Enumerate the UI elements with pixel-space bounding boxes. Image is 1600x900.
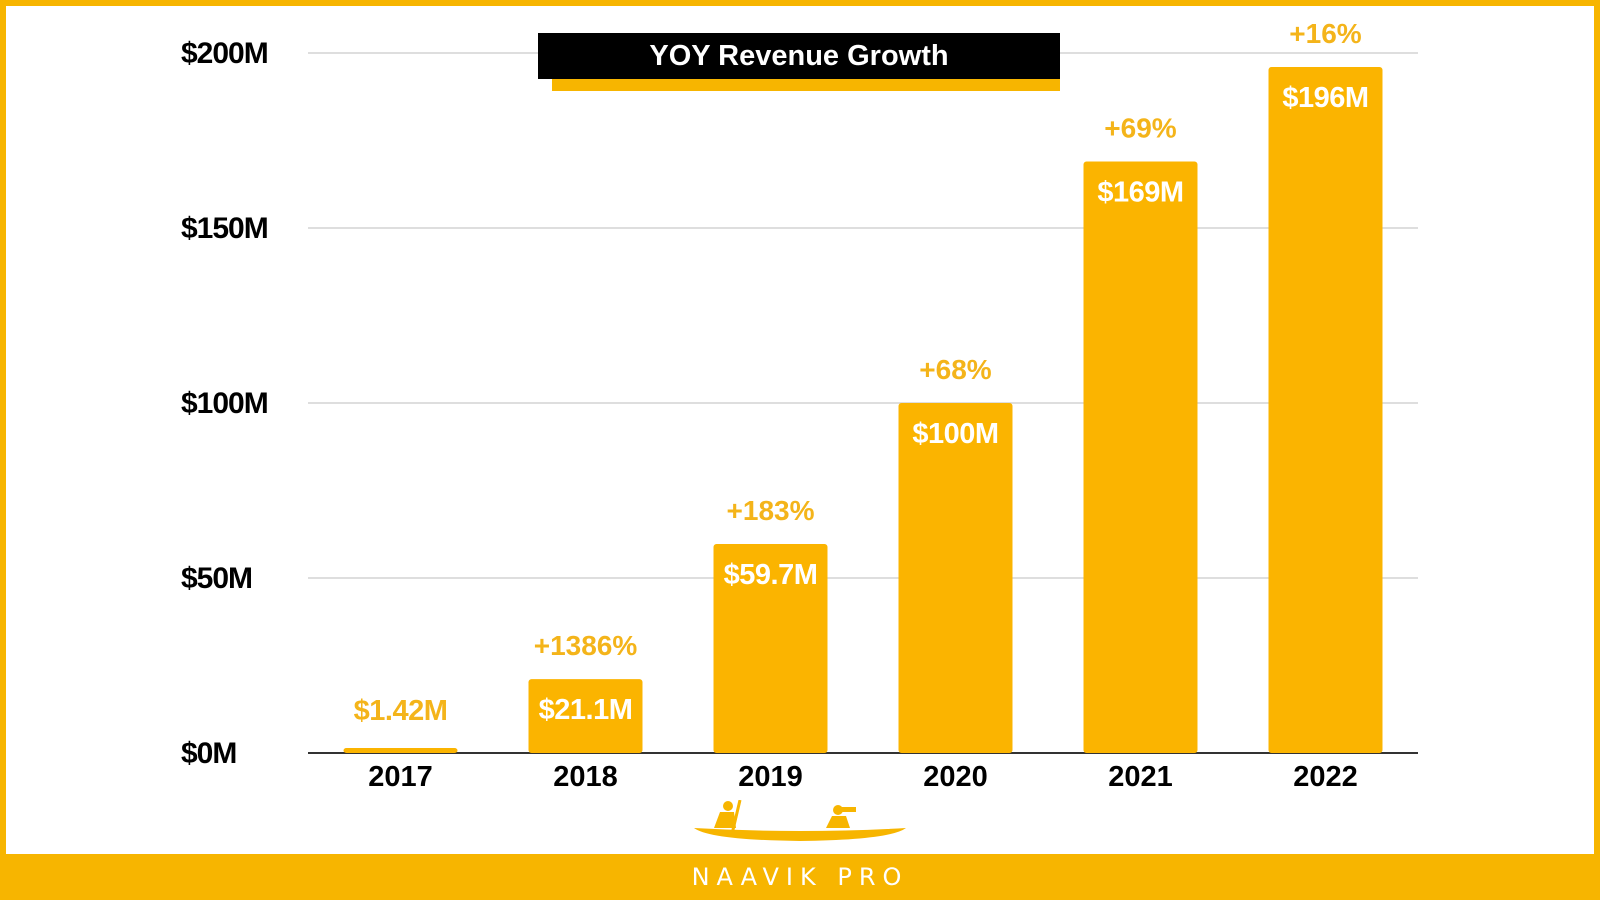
x-tick-label: 2017: [368, 761, 433, 793]
bar-value-label: $196M: [1282, 82, 1368, 114]
footer-bar: NAAVIK PRO: [0, 854, 1600, 900]
x-tick-label: 2020: [923, 761, 988, 793]
bar: [898, 403, 1013, 753]
y-tick-label: $150M: [181, 212, 268, 245]
y-tick-label: $200M: [181, 37, 268, 70]
growth-label: +183%: [727, 495, 815, 526]
growth-label: +69%: [1104, 113, 1176, 144]
bar-chart: $0M $50M $100M $150M $200M 2017 $1.42M 2018 $21.…: [181, 18, 1418, 793]
bar: [528, 679, 643, 753]
brand-label: NAAVIK PRO: [691, 863, 909, 891]
growth-label: +68%: [919, 354, 991, 385]
y-tick-label: $0M: [181, 737, 236, 770]
x-tick-label: 2021: [1108, 761, 1173, 793]
bar-value-label: $1.42M: [354, 695, 448, 727]
bar: [1083, 161, 1198, 753]
bar: [343, 748, 458, 753]
chart-title: YOY Revenue Growth: [538, 33, 1060, 79]
y-tick-label: $100M: [181, 387, 268, 420]
chart-frame: $0M $50M $100M $150M $200M 2017 $1.42M 2018 $21.…: [6, 6, 1594, 854]
bar-value-label: $21.1M: [539, 694, 633, 726]
growth-label: +16%: [1289, 18, 1361, 49]
bar-value-label: $59.7M: [724, 559, 818, 591]
bar-value-label: $100M: [912, 418, 998, 450]
bar: [713, 544, 828, 753]
x-tick-label: 2018: [553, 761, 618, 793]
y-tick-label: $50M: [181, 562, 252, 595]
boat-rowers-icon: [694, 800, 906, 841]
bar: [1268, 67, 1383, 753]
bar-value-label: $169M: [1097, 177, 1183, 209]
x-tick-label: 2022: [1293, 761, 1358, 793]
growth-label: +1386%: [534, 630, 638, 661]
chart-title-block: YOY Revenue Growth: [538, 33, 1060, 91]
x-tick-label: 2019: [738, 761, 803, 793]
